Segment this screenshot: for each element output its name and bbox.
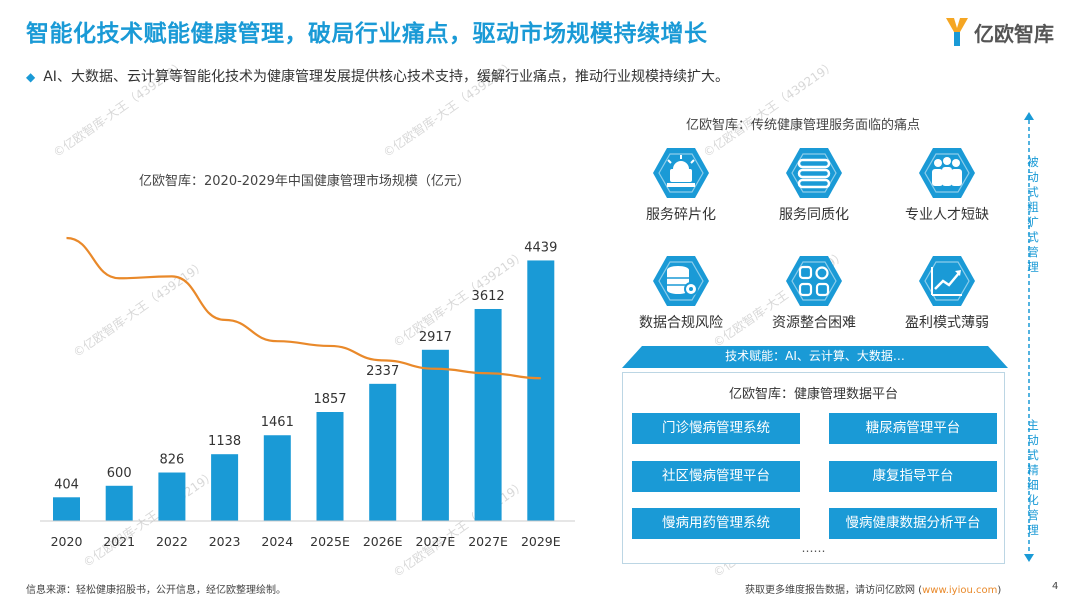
pain-points-title: 亿欧智库：传统健康管理服务面临的痛点: [686, 118, 921, 133]
bar: [105, 485, 133, 521]
footer-link[interactable]: www.iyiou.com: [922, 585, 998, 596]
bar: [474, 308, 502, 521]
chart-title: 亿欧智库：2020-2029年中国健康管理市场规模（亿元）: [139, 174, 470, 189]
platform-item[interactable]: 社区慢病管理平台: [632, 461, 800, 492]
pain-point-item: 资源整合困难: [749, 252, 879, 332]
page-number: 4: [1052, 581, 1059, 592]
data-label: 4439: [524, 240, 557, 255]
database-gear-icon: [653, 256, 709, 306]
management-direction-arrow: [1024, 112, 1034, 562]
pain-point-item: 专业人才短缺: [882, 144, 1012, 224]
data-label: 826: [159, 453, 184, 468]
platform-item[interactable]: 康复指导平台: [829, 461, 997, 492]
stacked-layers-icon: [786, 148, 842, 198]
platform-item[interactable]: 门诊慢病管理系统: [632, 413, 800, 444]
pain-point-label: 数据合规风险: [639, 315, 723, 331]
data-label: 600: [107, 466, 132, 481]
tech-banner-text: 技术赋能：AI、云计算、大数据…: [725, 349, 905, 363]
bar: [158, 472, 186, 521]
bar: [369, 383, 397, 521]
platform-title: 亿欧智库：健康管理数据平台: [728, 387, 898, 402]
health-data-platform: 亿欧智库：健康管理数据平台 门诊慢病管理系统 糖尿病管理平台 社区慢病管理平台 …: [622, 372, 1005, 564]
passive-management-label: 被动式粗犷式管理: [1027, 155, 1039, 274]
trend-chart-icon: [919, 256, 975, 306]
pain-point-item: 数据合规风险: [616, 252, 746, 332]
more-ellipsis: ……: [801, 541, 826, 555]
x-tick-label: 2026E: [363, 534, 403, 549]
x-tick-label: 2027E: [468, 534, 508, 549]
data-label: 1138: [208, 434, 241, 449]
x-tick-label: 2023: [209, 534, 241, 549]
bar: [527, 260, 555, 521]
bar: [263, 435, 291, 521]
data-label: 1461: [261, 415, 294, 430]
platform-item[interactable]: 慢病用药管理系统: [632, 508, 800, 539]
footer-text: 获取更多维度报告数据，请访问亿欧网 (: [745, 585, 923, 596]
x-tick-label: 2027E: [416, 534, 456, 549]
trend-line: [66, 236, 541, 380]
data-label: 404: [54, 477, 79, 492]
x-tick-label: 2029E: [521, 534, 561, 549]
logo-mark-icon: [946, 18, 968, 46]
x-tick-label: 2021: [103, 534, 135, 549]
platform-item[interactable]: 糖尿病管理平台: [829, 413, 997, 444]
pain-point-label: 盈利模式薄弱: [905, 315, 989, 331]
page-title: 智能化技术赋能健康管理，破局行业痛点，驱动市场规模持续增长: [26, 21, 708, 47]
footer-close: ): [997, 585, 1002, 596]
bar: [211, 454, 239, 521]
data-label: 2917: [419, 330, 452, 345]
logo-text: 亿欧智库: [974, 22, 1054, 46]
bar: [421, 349, 449, 521]
source-note: 信息来源：轻松健康招股书，公开信息，经亿欧整理绘制。: [26, 585, 286, 596]
x-tick-label: 2022: [156, 534, 188, 549]
x-tick-label: 2024: [261, 534, 293, 549]
x-tick-label: 2020: [51, 534, 83, 549]
x-tick-label: 2025E: [310, 534, 350, 549]
pain-point-label: 资源整合困难: [772, 315, 856, 331]
summary-text: AI、大数据、云计算等智能化技术为健康管理发展提供核心技术支持，缓解行业痛点，推…: [43, 69, 729, 85]
alarm-light-icon: [653, 148, 709, 198]
bar: [53, 497, 80, 521]
diamond-bullet-icon: ◆: [26, 70, 36, 84]
data-label: 3612: [472, 289, 505, 304]
summary-bullet: ◆ AI、大数据、云计算等智能化技术为健康管理发展提供核心技术支持，缓解行业痛点，…: [26, 66, 729, 86]
active-management-label: 主动式精细化管理: [1027, 418, 1039, 537]
bar: [316, 412, 344, 521]
people-group-icon: [919, 148, 975, 198]
platform-item[interactable]: 慢病健康数据分析平台: [829, 508, 997, 539]
pain-point-item: 服务碎片化: [616, 144, 746, 224]
pain-point-label: 服务同质化: [779, 207, 849, 223]
pain-point-label: 服务碎片化: [646, 207, 716, 223]
pain-point-item: 盈利模式薄弱: [882, 252, 1012, 332]
footer-note: 获取更多维度报告数据，请访问亿欧网 (www.iyiou.com): [745, 581, 1001, 596]
data-label: 2337: [366, 364, 399, 379]
logo: 亿欧智库: [944, 16, 1064, 50]
data-label: 1857: [313, 392, 346, 407]
shapes-grid-icon: [786, 256, 842, 306]
tech-banner: [622, 346, 1008, 368]
pain-point-item: 服务同质化: [749, 144, 879, 224]
market-size-chart: 404 2020 600 2021 826 2022 1138 2023 1461 2024 185…: [40, 236, 575, 549]
pain-point-label: 专业人才短缺: [905, 207, 989, 223]
